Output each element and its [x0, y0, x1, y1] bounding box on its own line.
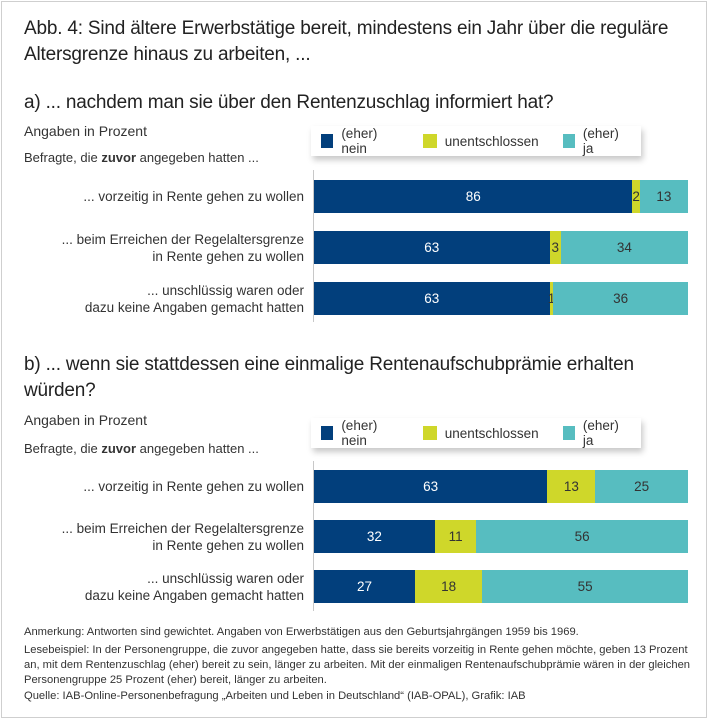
category-label-line: ... unschlüssig waren oder: [147, 570, 304, 586]
bar-row: 63 1 36: [314, 282, 688, 315]
legend-label-ja: (eher) ja: [582, 418, 619, 448]
data-label: 63: [423, 479, 439, 494]
category-label: ... vorzeitig in Rente gehen zu wollen: [83, 478, 304, 495]
bar-row: 63 3 34: [314, 231, 688, 264]
bar-row: 63 13 25: [314, 470, 688, 503]
data-label: 13: [563, 479, 579, 494]
data-label: 63: [424, 240, 440, 255]
legend-item-ja: (eher) ja: [562, 418, 627, 448]
segment-ja: 55: [482, 570, 688, 603]
category-label-line: ... beim Erreichen der Regelaltersgrenze: [61, 520, 304, 536]
data-label: 56: [574, 529, 590, 544]
segment-nein: 32: [314, 520, 435, 553]
legend-item-nein: (eher) nein: [321, 418, 399, 448]
category-label: ... vorzeitig in Rente gehen zu wollen: [83, 188, 304, 205]
segment-ja: 56: [476, 520, 688, 553]
segment-unentschlossen: 1: [547, 282, 556, 315]
note-quelle: Quelle: IAB-Online-Personenbefragung „Ar…: [24, 690, 526, 702]
segment-ja: 13: [639, 180, 688, 213]
legend-swatch-unentschlossen: [422, 426, 437, 440]
panel-b-title: b) ... wenn sie stattdessen eine einmali…: [24, 354, 634, 401]
legend-item-nein: (eher) nein: [321, 126, 399, 156]
segment-unentschlossen: 18: [414, 570, 483, 603]
category-label: ... beim Erreichen der Regelaltersgrenze…: [62, 520, 304, 554]
category-label-line: ... vorzeitig in Rente gehen zu wollen: [83, 479, 304, 494]
panel-a-unit-label: Angaben in Prozent: [24, 123, 147, 139]
segment-unentschlossen: 2: [632, 180, 640, 213]
segment-unentschlossen: 11: [434, 520, 477, 553]
legend-item-unentschlossen: unentschlossen: [422, 133, 539, 149]
bar-row: 86 2 13: [314, 180, 688, 213]
group-label-prefix: Befragte, die: [24, 441, 102, 456]
segment-nein: 63: [314, 470, 548, 503]
data-label: 11: [448, 529, 463, 544]
legend-swatch-nein: [321, 134, 334, 148]
legend-swatch-ja: [562, 134, 575, 148]
bar-row: 32 11 56: [314, 520, 688, 553]
legend-label-ja: (eher) ja: [582, 126, 619, 156]
legend-label-nein: (eher) nein: [341, 126, 378, 156]
category-label-line: dazu keine Angaben gemacht hatten: [84, 587, 304, 603]
panel-a-group-label: Befragte, die zuvor angegeben hatten ...: [24, 150, 259, 165]
legend-item-ja: (eher) ja: [562, 126, 627, 156]
segment-unentschlossen: 13: [547, 470, 596, 503]
data-label: 18: [441, 579, 457, 594]
data-label: 1: [547, 291, 556, 306]
segment-ja: 25: [595, 470, 688, 503]
legend-swatch-ja: [562, 426, 575, 440]
segment-ja: 34: [560, 231, 688, 264]
data-label: 34: [616, 240, 632, 255]
category-label-line: ... vorzeitig in Rente gehen zu wollen: [83, 189, 304, 204]
panel-b-legend: (eher) nein unentschlossen (eher) ja: [311, 418, 641, 448]
segment-unentschlossen: 3: [549, 231, 561, 264]
data-label: 36: [613, 291, 629, 306]
panel-a-legend: (eher) nein unentschlossen (eher) ja: [311, 126, 641, 156]
segment-nein: 86: [314, 180, 633, 213]
panel-a-axis-line: [313, 170, 314, 322]
data-label: 32: [366, 529, 382, 544]
category-label: ... unschlüssig waren oder dazu keine Ang…: [85, 282, 304, 316]
group-label-suffix: angegeben hatten ...: [136, 150, 259, 165]
group-label-suffix: angegeben hatten ...: [136, 441, 259, 456]
note-anmerkung: Anmerkung: Antworten sind gewichtet. Ang…: [24, 626, 579, 638]
group-label-prefix: Befragte, die: [24, 150, 102, 165]
data-label: 86: [465, 189, 481, 204]
legend-label-unentschlossen: unentschlossen: [444, 425, 539, 441]
data-label: 55: [577, 579, 593, 594]
data-label: 3: [551, 240, 559, 255]
category-label-line: in Rente gehen zu wollen: [152, 248, 304, 264]
data-label: 2: [632, 189, 640, 204]
panel-b-unit-label: Angaben in Prozent: [24, 412, 147, 428]
panel-b-axis-line: [313, 461, 314, 611]
legend-swatch-nein: [321, 426, 334, 440]
category-label-line: ... beim Erreichen der Regelaltersgrenze: [61, 231, 304, 247]
note-lesebeispiel: Lesebeispiel: In der Personengruppe, die…: [24, 644, 691, 686]
legend-label-nein: (eher) nein: [341, 418, 378, 448]
category-label: ... unschlüssig waren oder dazu keine Ang…: [85, 570, 304, 604]
segment-nein: 63: [314, 282, 550, 315]
group-label-bold: zuvor: [101, 441, 136, 456]
segment-nein: 63: [314, 231, 550, 264]
category-label: ... beim Erreichen der Regelaltersgrenze…: [62, 231, 304, 265]
legend-swatch-unentschlossen: [422, 134, 437, 148]
category-label-line: dazu keine Angaben gemacht hatten: [84, 299, 304, 315]
data-label: 13: [656, 189, 672, 204]
category-label-line: in Rente gehen zu wollen: [152, 537, 304, 553]
legend-item-unentschlossen: unentschlossen: [422, 425, 539, 441]
data-label: 25: [634, 479, 650, 494]
data-label: 63: [424, 291, 440, 306]
bar-row: 27 18 55: [314, 570, 688, 603]
data-label: 27: [356, 579, 372, 594]
segment-nein: 27: [314, 570, 415, 603]
category-label-line: ... unschlüssig waren oder: [147, 282, 304, 298]
panel-a-title: a) ... nachdem man sie über den Rentenzu…: [24, 92, 554, 113]
legend-label-unentschlossen: unentschlossen: [444, 133, 539, 149]
figure-title: Abb. 4: Sind ältere Erwerbstätige bereit…: [24, 18, 669, 65]
panel-b-group-label: Befragte, die zuvor angegeben hatten ...: [24, 441, 259, 456]
group-label-bold: zuvor: [101, 150, 136, 165]
segment-ja: 36: [553, 282, 688, 315]
